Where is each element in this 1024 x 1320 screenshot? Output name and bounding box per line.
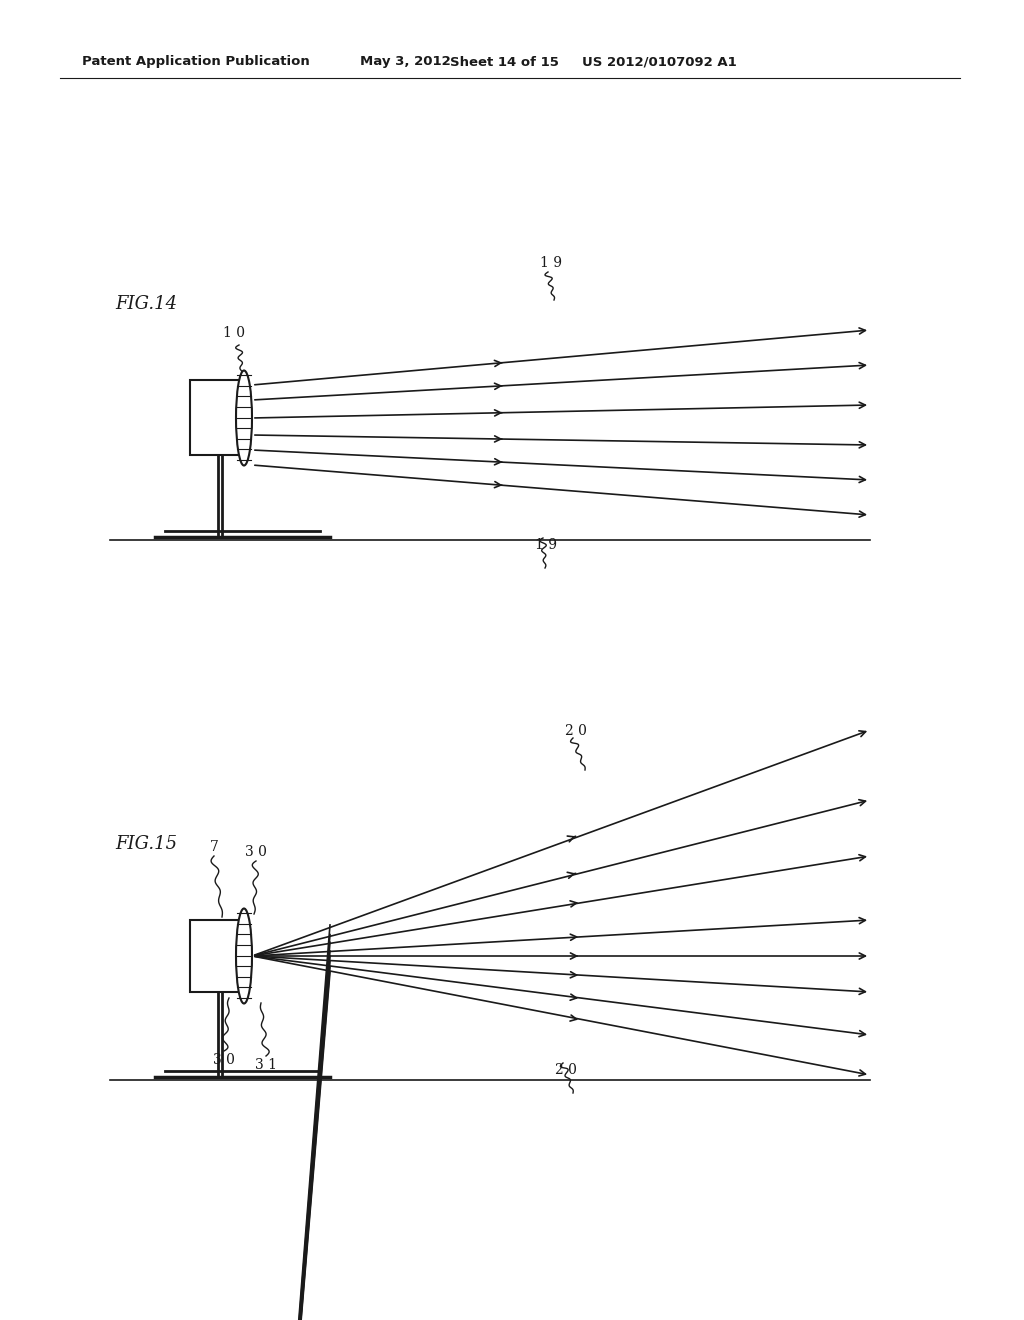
Ellipse shape (236, 908, 252, 1003)
Text: FIG.15: FIG.15 (115, 836, 177, 853)
Text: FIG.14: FIG.14 (115, 294, 177, 313)
Text: 3 0: 3 0 (213, 1053, 234, 1067)
Text: Patent Application Publication: Patent Application Publication (82, 55, 309, 69)
Text: 2 0: 2 0 (565, 723, 587, 738)
Text: 7: 7 (210, 840, 218, 854)
Ellipse shape (236, 371, 252, 466)
Text: 1 9: 1 9 (540, 256, 562, 271)
Text: Sheet 14 of 15: Sheet 14 of 15 (450, 55, 559, 69)
Text: May 3, 2012: May 3, 2012 (360, 55, 451, 69)
Text: 1 0: 1 0 (223, 326, 245, 341)
Text: 2 0: 2 0 (555, 1063, 577, 1077)
Bar (190, 380, 245, 455)
Text: 1 9: 1 9 (535, 539, 557, 552)
Bar (190, 920, 245, 993)
Text: 3 0: 3 0 (245, 845, 267, 859)
Text: US 2012/0107092 A1: US 2012/0107092 A1 (582, 55, 736, 69)
Text: 3 1: 3 1 (255, 1059, 278, 1072)
